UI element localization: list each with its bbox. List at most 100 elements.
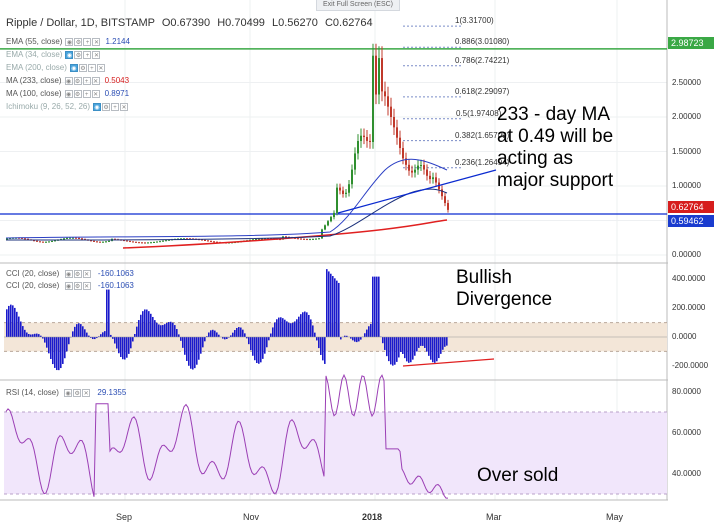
- settings-icon[interactable]: ⚙: [73, 282, 82, 291]
- settings-icon[interactable]: ⚙: [73, 270, 82, 279]
- cci-bar: [68, 337, 70, 345]
- add-icon[interactable]: +: [111, 103, 120, 112]
- cci-bar: [344, 335, 346, 337]
- cci-bar: [162, 325, 164, 337]
- cci-bar: [136, 326, 138, 337]
- settings-icon[interactable]: ⚙: [74, 38, 83, 47]
- candle-body: [144, 242, 146, 244]
- settings-icon[interactable]: ⚙: [73, 77, 82, 86]
- rsi-tick: 80.0000: [672, 386, 701, 396]
- eye-icon[interactable]: ◉: [65, 38, 74, 47]
- candle-body: [99, 241, 101, 243]
- fib-lines[interactable]: [403, 25, 463, 169]
- close-icon[interactable]: ✕: [91, 90, 100, 99]
- settings-icon[interactable]: ⚙: [102, 103, 111, 112]
- cci-bar: [212, 329, 214, 337]
- cci-bar: [310, 319, 312, 337]
- candle-body: [297, 238, 299, 240]
- cci-tick: 400.0000: [672, 274, 706, 284]
- cci-bar: [104, 331, 106, 337]
- bullish-divergence-line[interactable]: [402, 358, 495, 367]
- indicator-row: EMA (200, close) ◉ ⚙ + ✕: [6, 62, 110, 73]
- indicator-controls[interactable]: ◉ ⚙ + ✕: [65, 36, 101, 47]
- time-label: Sep: [116, 512, 133, 522]
- cci-bar: [278, 317, 280, 337]
- cci-bar: [164, 324, 166, 337]
- eye-icon[interactable]: ◉: [64, 282, 73, 291]
- indicator-row: Ichimoku (9, 26, 52, 26) ◉ ⚙ + ✕: [6, 101, 133, 112]
- cci-bar: [242, 329, 244, 337]
- cci-bar: [432, 337, 434, 363]
- trend-lines[interactable]: [337, 169, 497, 214]
- add-icon[interactable]: +: [82, 90, 91, 99]
- cci-bar: [320, 337, 322, 355]
- close-icon[interactable]: ✕: [92, 51, 101, 60]
- close-icon[interactable]: ✕: [82, 389, 91, 398]
- cci-bar: [296, 319, 298, 337]
- add-icon[interactable]: +: [83, 51, 92, 60]
- cci-bar: [292, 322, 294, 337]
- cci-bar: [6, 309, 8, 337]
- cci-bar: [36, 333, 38, 337]
- indicator-controls[interactable]: ◉ ⚙ + ✕: [65, 49, 101, 60]
- cci-bar: [256, 337, 258, 364]
- cci-controls-1[interactable]: ◉ ⚙ ✕: [64, 268, 92, 279]
- eye-icon[interactable]: ◉: [93, 103, 102, 112]
- settings-icon[interactable]: ⚙: [73, 90, 82, 99]
- eye-icon[interactable]: ◉: [64, 389, 73, 398]
- cci-bar: [208, 332, 210, 337]
- indicator-controls[interactable]: ◉ ⚙ + ✕: [64, 75, 101, 86]
- indicator-controls[interactable]: ◉ ⚙ + ✕: [64, 88, 101, 99]
- indicator-controls[interactable]: ◉ ⚙ + ✕: [69, 62, 106, 73]
- eye-icon[interactable]: ◉: [64, 270, 73, 279]
- settings-icon[interactable]: ⚙: [73, 389, 82, 398]
- settings-icon[interactable]: ⚙: [78, 64, 87, 73]
- close-icon[interactable]: ✕: [82, 282, 91, 291]
- add-icon[interactable]: +: [87, 64, 96, 73]
- close-icon[interactable]: ✕: [82, 270, 91, 279]
- cci-bar: [184, 337, 186, 355]
- cci-bar: [386, 337, 388, 357]
- cci-bar: [132, 337, 134, 342]
- cci-bar: [156, 322, 158, 337]
- cci-bar: [28, 334, 30, 337]
- close-icon[interactable]: ✕: [91, 77, 100, 86]
- cci-controls-2[interactable]: ◉ ⚙ ✕: [64, 280, 92, 291]
- rsi-controls[interactable]: ◉ ⚙ ✕: [64, 387, 91, 398]
- exit-fullscreen-button[interactable]: Exit Full Screen (ESC): [316, 0, 400, 11]
- eye-icon[interactable]: ◉: [64, 90, 73, 99]
- cci-bar: [284, 319, 286, 337]
- close-icon[interactable]: ✕: [120, 103, 129, 112]
- support-trendline[interactable]: [337, 169, 497, 214]
- candle-body: [126, 240, 128, 242]
- cci-note-line-1: Bullish: [456, 267, 512, 288]
- candle-body: [324, 225, 326, 230]
- candle-body: [159, 241, 161, 243]
- eye-icon[interactable]: ◉: [64, 77, 73, 86]
- rsi-tick: 60.0000: [672, 427, 701, 437]
- settings-icon[interactable]: ⚙: [74, 51, 83, 60]
- indicator-controls[interactable]: ◉ ⚙ + ✕: [93, 101, 129, 112]
- cci-bar: [308, 314, 310, 337]
- close-icon[interactable]: ✕: [96, 64, 105, 73]
- cci-bar: [298, 316, 300, 337]
- cci-bar: [364, 333, 366, 337]
- cci-bar: [112, 337, 114, 339]
- candle-body: [444, 196, 446, 204]
- eye-icon[interactable]: ◉: [69, 64, 78, 73]
- divergence-line[interactable]: [402, 358, 495, 367]
- close-icon[interactable]: ✕: [92, 38, 101, 47]
- eye-icon[interactable]: ◉: [65, 51, 74, 60]
- candle-body: [339, 187, 341, 191]
- add-icon[interactable]: +: [83, 38, 92, 47]
- cci-bar: [240, 327, 242, 337]
- cci-bar: [202, 337, 204, 348]
- cci-bar: [32, 334, 34, 337]
- add-icon[interactable]: +: [82, 77, 91, 86]
- candle-body: [354, 153, 356, 170]
- cci-bar: [436, 337, 438, 362]
- cci-bar: [228, 337, 230, 338]
- candle-body: [261, 238, 263, 240]
- cci-bar: [154, 320, 156, 337]
